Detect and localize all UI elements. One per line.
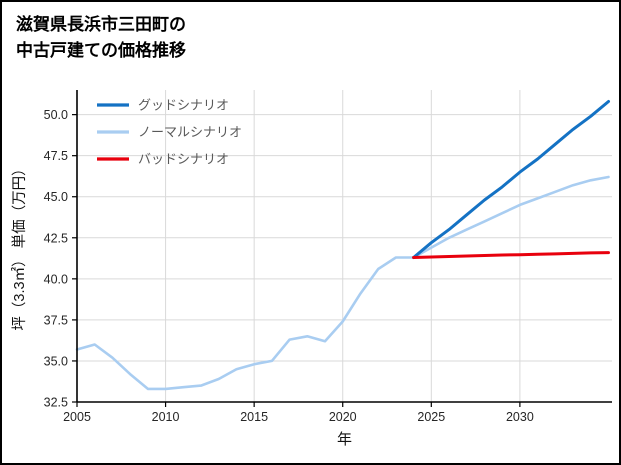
legend-item-0: グッドシナリオ (97, 98, 229, 113)
svg-text:2015: 2015 (240, 410, 268, 424)
axes (72, 90, 612, 407)
grid-lines (76, 90, 612, 403)
svg-text:42.5: 42.5 (44, 231, 68, 245)
tick-labels: 2005 2010 2015 2020 2025 2030 32.5 35.0 37.5 40.0… (44, 108, 534, 424)
svg-text:2010: 2010 (152, 410, 180, 424)
chart-title-line2: 中古戸建ての価格推移 (16, 40, 186, 60)
svg-text:37.5: 37.5 (44, 313, 68, 327)
svg-text:2020: 2020 (329, 410, 357, 424)
y-axis-label: 坪（3.3㎡） 単価（万円） (11, 161, 28, 330)
chart-title-line1: 滋賀県長浜市三田町の (16, 15, 186, 34)
svg-text:2005: 2005 (63, 410, 91, 424)
svg-text:2030: 2030 (506, 410, 534, 424)
svg-text:50.0: 50.0 (44, 108, 68, 122)
svg-text:40.0: 40.0 (44, 272, 68, 286)
svg-text:2025: 2025 (417, 410, 445, 424)
series-line-1 (75, 175, 610, 391)
x-axis-label: 年 (337, 431, 352, 448)
svg-text:35.0: 35.0 (44, 354, 68, 368)
axis-labels: 年 坪（3.3㎡） 単価（万円） (11, 161, 352, 448)
series-line-0 (412, 100, 610, 259)
chart-title: 滋賀県長浜市三田町の 中古戸建ての価格推移 (16, 12, 186, 63)
legend-label: バッドシナリオ (138, 152, 229, 167)
legend-label: ノーマルシナリオ (138, 125, 242, 140)
legend-label: グッドシナリオ (138, 98, 229, 113)
series-line-2 (412, 251, 610, 259)
legend-item-1: ノーマルシナリオ (97, 125, 242, 140)
svg-text:45.0: 45.0 (44, 190, 68, 204)
svg-text:47.5: 47.5 (44, 149, 68, 163)
svg-text:32.5: 32.5 (44, 396, 68, 410)
legend-item-2: バッドシナリオ (97, 152, 229, 167)
series-lines (75, 100, 610, 391)
